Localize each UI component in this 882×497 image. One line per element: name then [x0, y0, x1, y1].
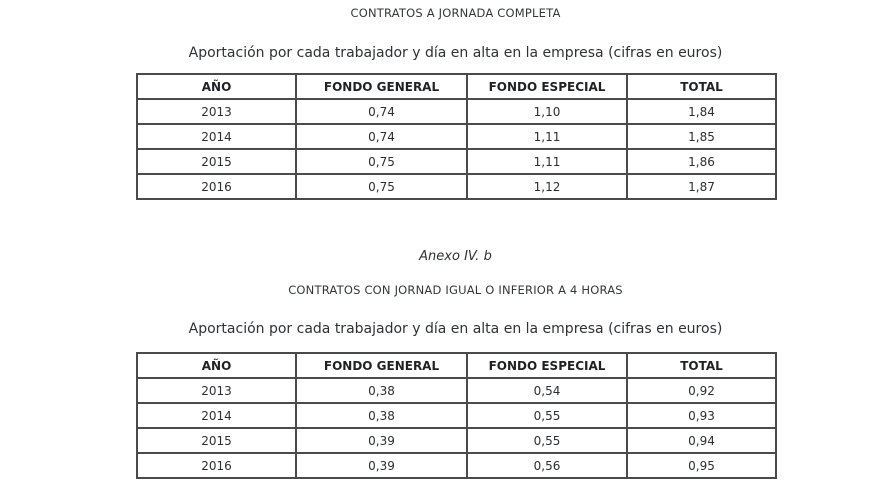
table-b-cell: 0,55 — [466, 402, 628, 429]
document-page: CONTRATOS A JORNADA COMPLETA Aportación … — [136, 0, 777, 497]
table-b-cell: 2013 — [136, 377, 297, 404]
table-a-cell: 1,84 — [626, 98, 777, 125]
table-a-col-fondo-general: FONDO GENERAL — [295, 73, 468, 100]
table-b-cell: 0,39 — [295, 427, 468, 454]
table-a-col-total: TOTAL — [626, 73, 777, 100]
table-b-cell: 0,39 — [295, 452, 468, 479]
table-b-cell: 0,38 — [295, 402, 468, 429]
table-a-cell: 2014 — [136, 123, 297, 150]
table-b-cell: 0,54 — [466, 377, 628, 404]
table-b-cell: 0,95 — [626, 452, 777, 479]
table-a-cell: 1,11 — [466, 123, 628, 150]
table-b-col-fondo-especial: FONDO ESPECIAL — [466, 352, 628, 379]
table-row: 2016 0,75 1,12 1,87 — [136, 173, 777, 200]
table-a-cell: 1,10 — [466, 98, 628, 125]
table-row: 2015 0,75 1,11 1,86 — [136, 148, 777, 175]
table-b-cell: 0,92 — [626, 377, 777, 404]
table-a-cell: 0,75 — [295, 173, 468, 200]
table-row: 2015 0,39 0,55 0,94 — [136, 427, 777, 454]
table-a-cell: 0,74 — [295, 123, 468, 150]
table-a-header-row: AÑO FONDO GENERAL FONDO ESPECIAL TOTAL — [136, 73, 777, 100]
table-b-col-ano: AÑO — [136, 352, 297, 379]
table-b-cell: 0,56 — [466, 452, 628, 479]
table-a-cell: 0,74 — [295, 98, 468, 125]
table-row: 2014 0,38 0,55 0,93 — [136, 402, 777, 429]
table-b-col-fondo-general: FONDO GENERAL — [295, 352, 468, 379]
section-a-table: AÑO FONDO GENERAL FONDO ESPECIAL TOTAL 2… — [136, 73, 777, 200]
table-b-cell: 2016 — [136, 452, 297, 479]
section-a-title: CONTRATOS A JORNADA COMPLETA — [350, 6, 561, 20]
table-a-cell: 1,85 — [626, 123, 777, 150]
table-b-cell: 2015 — [136, 427, 297, 454]
table-a-col-ano: AÑO — [136, 73, 297, 100]
section-b-subtitle: Aportación por cada trabajador y día en … — [188, 321, 723, 337]
table-row: 2014 0,74 1,11 1,85 — [136, 123, 777, 150]
table-a-cell: 0,75 — [295, 148, 468, 175]
table-a-cell: 2015 — [136, 148, 297, 175]
table-a-col-fondo-especial: FONDO ESPECIAL — [466, 73, 628, 100]
table-row: 2016 0,39 0,56 0,95 — [136, 452, 777, 479]
table-a-cell: 1,87 — [626, 173, 777, 200]
table-b-cell: 2014 — [136, 402, 297, 429]
table-b-cell: 0,38 — [295, 377, 468, 404]
table-b-cell: 0,55 — [466, 427, 628, 454]
section-b-title: CONTRATOS CON JORNAD IGUAL O INFERIOR A … — [288, 283, 623, 297]
table-row: 2013 0,38 0,54 0,92 — [136, 377, 777, 404]
table-row: 2013 0,74 1,10 1,84 — [136, 98, 777, 125]
table-a-cell: 1,12 — [466, 173, 628, 200]
table-a-cell: 2016 — [136, 173, 297, 200]
table-b-cell: 0,94 — [626, 427, 777, 454]
section-b-annex-label: Anexo IV. b — [419, 249, 492, 264]
section-a-subtitle: Aportación por cada trabajador y día en … — [188, 45, 723, 61]
table-b-col-total: TOTAL — [626, 352, 777, 379]
section-b-table: AÑO FONDO GENERAL FONDO ESPECIAL TOTAL 2… — [136, 352, 777, 479]
table-b-cell: 0,93 — [626, 402, 777, 429]
table-a-cell: 1,86 — [626, 148, 777, 175]
table-a-cell: 1,11 — [466, 148, 628, 175]
table-b-header-row: AÑO FONDO GENERAL FONDO ESPECIAL TOTAL — [136, 352, 777, 379]
table-a-cell: 2013 — [136, 98, 297, 125]
